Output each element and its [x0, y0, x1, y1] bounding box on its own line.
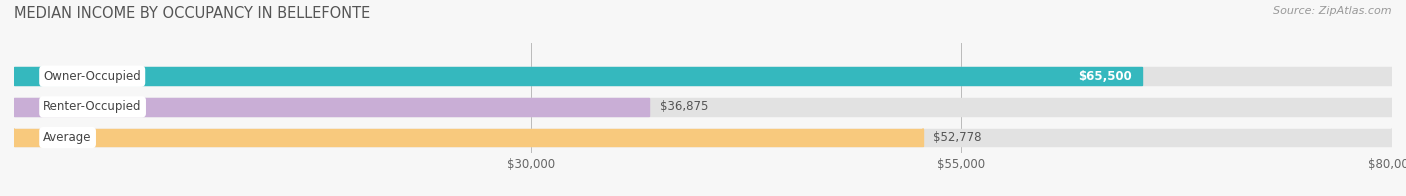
Text: $65,500: $65,500 [1078, 70, 1132, 83]
Text: $36,875: $36,875 [659, 100, 707, 113]
Text: Source: ZipAtlas.com: Source: ZipAtlas.com [1274, 6, 1392, 16]
Text: Average: Average [44, 131, 91, 144]
Text: MEDIAN INCOME BY OCCUPANCY IN BELLEFONTE: MEDIAN INCOME BY OCCUPANCY IN BELLEFONTE [14, 6, 370, 21]
Text: Renter-Occupied: Renter-Occupied [44, 100, 142, 113]
Bar [14, 129, 924, 146]
Bar [14, 98, 650, 116]
Text: Owner-Occupied: Owner-Occupied [44, 70, 141, 83]
Bar [14, 67, 1392, 85]
Bar [14, 67, 1142, 85]
Text: $52,778: $52,778 [934, 131, 981, 144]
Bar [14, 129, 1392, 146]
Bar [14, 98, 1392, 116]
